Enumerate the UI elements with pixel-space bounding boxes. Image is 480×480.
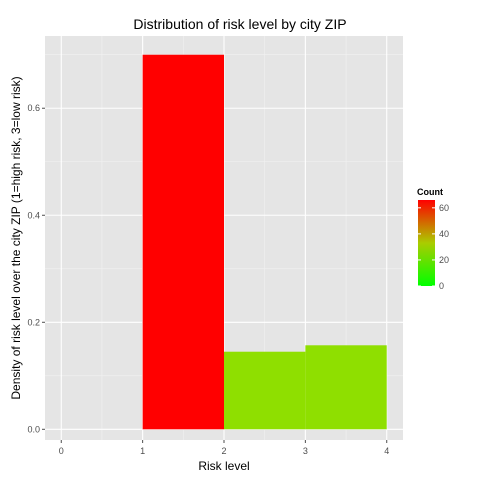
legend-colorbar	[418, 200, 435, 286]
bar-3	[305, 345, 386, 429]
x-tick-label: 4	[384, 446, 389, 456]
x-axis-title: Risk level	[198, 459, 249, 473]
bar-1	[143, 55, 224, 430]
legend-tick-label: 40	[439, 229, 449, 239]
legend-tick-label: 0	[439, 281, 444, 291]
x-tick-label: 0	[59, 446, 64, 456]
x-axis-ticks: 0 1 2 3 4	[59, 440, 389, 456]
x-tick-label: 1	[140, 446, 145, 456]
chart-title: Distribution of risk level by city ZIP	[133, 16, 346, 32]
y-axis-title: Density of risk level over the city ZIP …	[9, 76, 23, 399]
legend-title: Count	[417, 187, 443, 197]
y-tick-label: 0.6	[27, 103, 40, 113]
legend-tick-label: 60	[439, 203, 449, 213]
bar-2	[224, 352, 305, 430]
y-axis-ticks: 0.0 0.2 0.4 0.6	[27, 103, 45, 434]
x-tick-label: 3	[303, 446, 308, 456]
x-tick-label: 2	[221, 446, 226, 456]
y-tick-label: 0.0	[27, 424, 40, 434]
legend-tick-label: 20	[439, 255, 449, 265]
y-tick-label: 0.4	[27, 210, 40, 220]
legend: Count 0 20 40 60	[417, 187, 449, 291]
y-tick-label: 0.2	[27, 317, 40, 327]
